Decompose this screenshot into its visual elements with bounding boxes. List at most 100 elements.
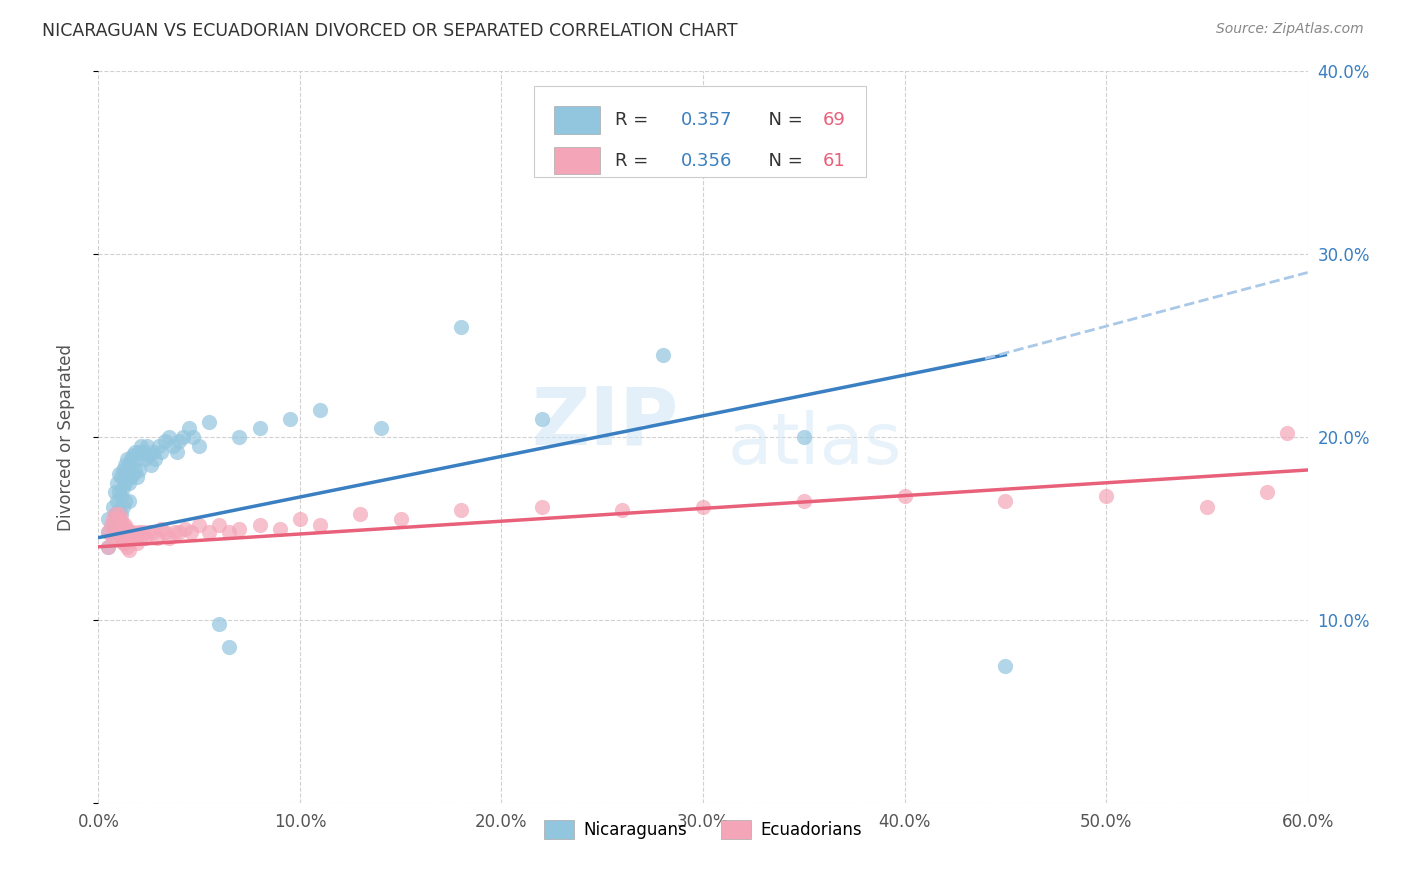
Point xyxy=(450,320,472,334)
Point xyxy=(124,444,146,458)
Point xyxy=(111,517,134,532)
Point xyxy=(172,430,194,444)
Point xyxy=(208,517,231,532)
Point xyxy=(181,430,204,444)
Point xyxy=(893,489,915,503)
Point xyxy=(110,470,132,484)
Point xyxy=(101,512,124,526)
Point xyxy=(101,517,124,532)
Point xyxy=(132,444,155,458)
Point xyxy=(97,540,120,554)
FancyBboxPatch shape xyxy=(554,106,600,134)
Point xyxy=(138,448,160,462)
Point xyxy=(125,536,148,550)
Point xyxy=(129,531,152,545)
Point xyxy=(134,531,156,545)
Point xyxy=(124,531,146,545)
Point xyxy=(142,444,165,458)
Legend: Nicaraguans, Ecuadorians: Nicaraguans, Ecuadorians xyxy=(537,814,869,846)
Point xyxy=(114,536,136,550)
Point xyxy=(309,402,332,417)
Point xyxy=(105,512,128,526)
Point xyxy=(111,463,134,477)
Point xyxy=(389,512,412,526)
Point xyxy=(105,512,128,526)
Point xyxy=(103,507,125,521)
Point xyxy=(139,458,162,472)
Point xyxy=(120,531,142,545)
Point xyxy=(228,430,250,444)
Text: atlas: atlas xyxy=(727,410,901,479)
Point xyxy=(188,439,211,453)
Point xyxy=(107,485,129,500)
Point xyxy=(121,448,143,462)
Point xyxy=(288,512,311,526)
Point xyxy=(118,543,141,558)
Point xyxy=(101,531,124,545)
Point xyxy=(138,525,160,540)
Point xyxy=(269,521,291,535)
Point xyxy=(128,444,150,458)
Point xyxy=(101,500,124,514)
Point xyxy=(166,444,188,458)
Point xyxy=(114,475,136,490)
Point xyxy=(349,507,371,521)
FancyBboxPatch shape xyxy=(534,86,866,178)
Point xyxy=(103,525,125,540)
Point xyxy=(121,467,143,481)
Point xyxy=(174,521,197,535)
Point xyxy=(167,525,190,540)
Point xyxy=(118,475,141,490)
Point xyxy=(793,494,815,508)
Text: N =: N = xyxy=(758,111,803,128)
Point xyxy=(97,525,120,540)
Point xyxy=(103,485,125,500)
Point xyxy=(110,512,132,526)
Point xyxy=(153,434,176,448)
Point xyxy=(128,463,150,477)
Point xyxy=(179,421,201,435)
Text: R =: R = xyxy=(614,111,654,128)
Point xyxy=(103,507,125,521)
Text: N =: N = xyxy=(758,152,803,169)
Point xyxy=(793,430,815,444)
Point xyxy=(530,500,553,514)
Point xyxy=(135,439,157,453)
Point xyxy=(612,503,634,517)
Text: Source: ZipAtlas.com: Source: ZipAtlas.com xyxy=(1216,22,1364,37)
Point xyxy=(107,467,129,481)
Point xyxy=(692,500,714,514)
Text: 0.357: 0.357 xyxy=(682,111,733,128)
Point xyxy=(249,421,271,435)
Point xyxy=(162,439,184,453)
Point xyxy=(1256,485,1278,500)
Point xyxy=(370,421,392,435)
Point xyxy=(218,640,240,655)
Point xyxy=(128,525,150,540)
Point xyxy=(1195,500,1218,514)
Point xyxy=(198,416,221,430)
Point xyxy=(153,525,176,540)
Point xyxy=(105,475,128,490)
Point xyxy=(157,531,180,545)
Point xyxy=(278,412,301,426)
Y-axis label: Divorced or Separated: Divorced or Separated xyxy=(56,343,75,531)
Point xyxy=(142,525,165,540)
Point xyxy=(198,525,221,540)
Point xyxy=(129,439,152,453)
Point xyxy=(157,430,180,444)
Text: NICARAGUAN VS ECUADORIAN DIVORCED OR SEPARATED CORRELATION CHART: NICARAGUAN VS ECUADORIAN DIVORCED OR SEP… xyxy=(42,22,738,40)
Point xyxy=(208,616,231,631)
Point xyxy=(118,525,141,540)
Point xyxy=(530,412,553,426)
Point xyxy=(107,503,129,517)
Point xyxy=(111,536,134,550)
Text: 61: 61 xyxy=(823,152,845,169)
Text: 0.356: 0.356 xyxy=(682,152,733,169)
Point xyxy=(651,348,673,362)
Point xyxy=(134,452,156,467)
Point xyxy=(105,531,128,545)
Point xyxy=(120,470,142,484)
Point xyxy=(105,494,128,508)
Point xyxy=(1277,426,1299,441)
